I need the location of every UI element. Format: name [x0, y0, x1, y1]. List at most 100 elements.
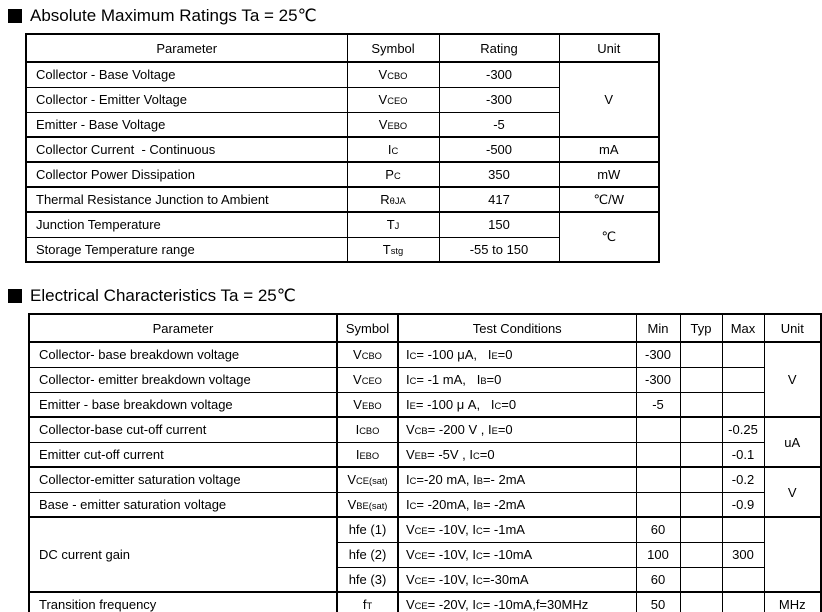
text: Collector - Base Voltage — [36, 67, 176, 83]
unit-cell: uA — [763, 416, 822, 468]
text: = -100 μA, I — [416, 347, 492, 363]
subscript-text: C — [409, 351, 417, 362]
subscript-text: θJA — [389, 196, 406, 206]
text: Collector - Emitter Voltage — [36, 92, 188, 107]
text: Transition frequency — [39, 597, 157, 612]
min-cell — [635, 466, 681, 493]
text: V — [406, 422, 415, 438]
text: V — [406, 522, 415, 538]
text: V — [406, 597, 415, 612]
text: Junction Temperature — [36, 217, 161, 233]
parameter-cell: Transition frequency — [28, 591, 338, 612]
text: 417 — [488, 192, 510, 207]
min-cell: -300 — [635, 341, 681, 368]
min-cell: -300 — [635, 366, 681, 393]
text: V — [378, 67, 388, 83]
symbol-cell: VCEO — [336, 366, 399, 393]
text: 150 — [488, 217, 510, 233]
table-row: Collector - Emitter Voltage VCEO -300 — [25, 86, 659, 113]
table-row: Collector-base cut-off current ICBO VCB= -… — [28, 416, 822, 468]
unit-cell: V — [558, 61, 660, 138]
conditions-cell: IC= -1 mA, IB=0 — [397, 366, 637, 393]
text: 60 — [650, 522, 666, 538]
subscript-text: CE — [414, 551, 428, 561]
column-header: Test Conditions — [397, 313, 637, 343]
text: -0.9 — [731, 496, 755, 512]
text: =- 2mA — [482, 472, 526, 488]
table-row: Junction Temperature TJ 150 ℃ — [25, 211, 660, 263]
rating-cell: -500 — [438, 136, 560, 163]
subscript-text: stg — [390, 245, 404, 256]
conditions-cell: VCE= -10V, IC= -10mA — [397, 541, 637, 568]
typ-cell — [679, 341, 723, 368]
symbol-cell: IC — [346, 136, 440, 163]
electrical-characteristics-table: Parameter Symbol Test Conditions Min Typ Max U… — [28, 313, 822, 612]
text: ℃ — [601, 229, 617, 244]
min-cell — [635, 491, 681, 518]
subscript-text: BE(sat) — [356, 500, 388, 511]
text: I — [406, 372, 410, 387]
subscript-text: C — [475, 551, 483, 561]
symbol-cell: PC — [346, 161, 440, 188]
text: -0.1 — [731, 446, 755, 462]
text: mA — [599, 142, 619, 157]
subscript-text: E — [491, 351, 498, 362]
typ-cell — [679, 366, 723, 393]
conditions-cell: IC= -20mA, IB= -2mA — [397, 491, 637, 518]
text: V — [787, 372, 797, 387]
text: V — [353, 396, 362, 412]
text: Collector- base breakdown voltage — [39, 347, 240, 363]
table-row: Collector Power Dissipation PC 350 mW — [25, 161, 660, 188]
text: -5 — [493, 116, 505, 132]
max-cell: -0.25 — [721, 416, 765, 443]
unit-cell: mW — [558, 161, 660, 188]
section-marker-icon — [8, 289, 22, 303]
conditions-cell: VCE= -10V, IC= -1mA — [397, 516, 637, 543]
subscript-text: CBO — [361, 351, 382, 362]
typ-cell — [679, 516, 723, 543]
min-cell: 100 — [635, 541, 681, 568]
unit-cell: ℃/W — [558, 186, 660, 213]
column-header: Typ — [679, 313, 723, 343]
text: = -20mA, I — [416, 496, 477, 512]
text: =0 — [486, 372, 502, 387]
section-marker-icon — [8, 9, 22, 23]
min-cell: -5 — [635, 391, 681, 418]
text: 100 — [647, 547, 669, 562]
table-row: Emitter cut-off current IEBO VEB= -5V , IC… — [28, 441, 821, 468]
text: 60 — [650, 571, 666, 587]
text: -300 — [644, 372, 672, 387]
unit-cell: V — [763, 466, 822, 518]
text: uA — [784, 434, 801, 450]
text: V — [787, 484, 797, 500]
rating-cell: -5 — [438, 111, 560, 138]
subscript-text: C — [409, 476, 417, 487]
unit-cell: mA — [558, 136, 660, 163]
text: I — [406, 396, 410, 412]
max-cell — [721, 341, 765, 368]
min-cell: 60 — [635, 516, 681, 543]
parameter-cell: Collector Power Dissipation — [25, 161, 348, 188]
rating-cell: 350 — [438, 161, 560, 188]
text: V — [406, 547, 415, 562]
text: I — [406, 496, 410, 512]
text: = -20V, I — [427, 597, 476, 612]
electrical-characteristics-section: Electrical Characteristics Ta = 25℃ Para… — [8, 286, 822, 612]
table-row: Collector Current - Continuous IC -500 mA — [25, 136, 660, 163]
unit-cell: MHz — [763, 591, 822, 612]
table-row: Collector-emitter saturation voltage VCE(… — [28, 466, 822, 518]
rating-cell: -300 — [438, 61, 560, 88]
text: = -10mA — [482, 547, 533, 562]
text: Emitter - Base Voltage — [36, 116, 166, 132]
text: = -10V, I — [427, 547, 476, 562]
text: -500 — [485, 142, 513, 157]
rating-cell: -55 to 150 — [438, 236, 560, 263]
subscript-text: EBO — [361, 400, 382, 411]
subscript-text: B — [476, 500, 483, 511]
column-header: Max — [721, 313, 765, 343]
text: Base - emitter saturation voltage — [39, 496, 227, 512]
symbol-cell: Tstg — [346, 236, 440, 263]
column-header: Symbol — [346, 33, 440, 63]
column-header: Rating — [438, 33, 560, 63]
text: DC current gain — [39, 547, 131, 562]
